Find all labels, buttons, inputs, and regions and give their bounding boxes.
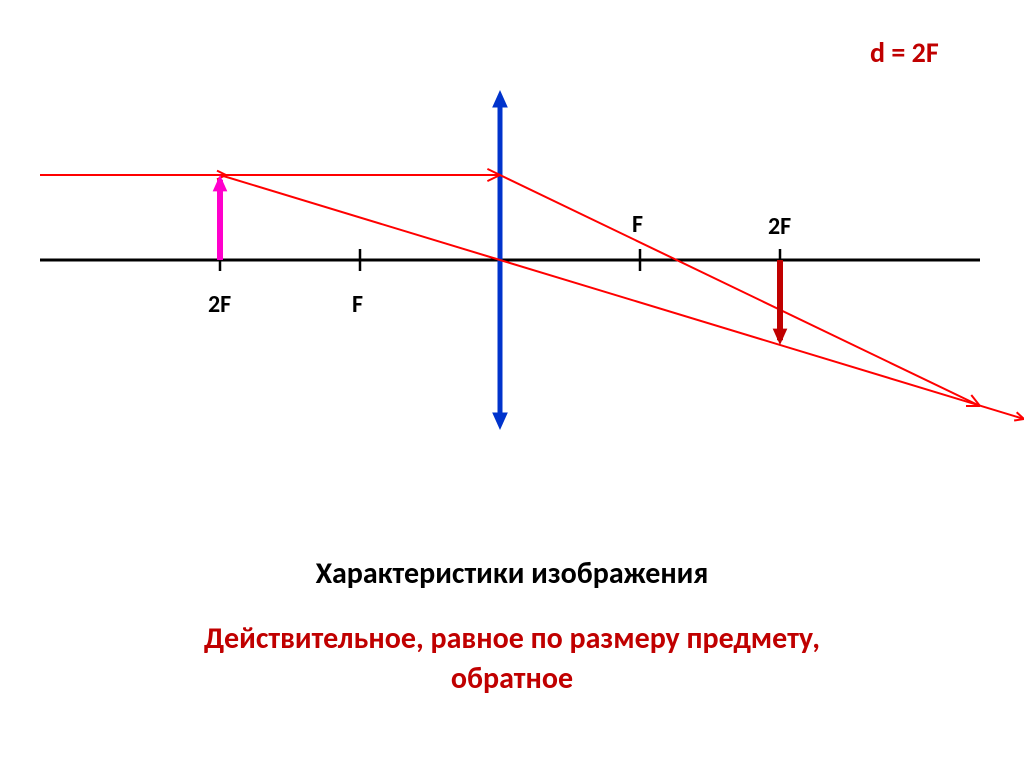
label-right-2F: 2F: [768, 212, 791, 241]
label-left-F: F: [352, 290, 363, 319]
caption-title: Характеристики изображения: [0, 555, 1024, 592]
label-left-2F: 2F: [208, 290, 231, 319]
formula-label: d = 2F: [870, 35, 939, 70]
label-right-F: F: [632, 210, 643, 239]
caption-line2: обратное: [0, 660, 1024, 697]
diagram-stage: d = 2F 2F F F 2F Характеристики изображе…: [0, 0, 1024, 767]
caption-line1: Действительное, равное по размеру предме…: [0, 620, 1024, 657]
